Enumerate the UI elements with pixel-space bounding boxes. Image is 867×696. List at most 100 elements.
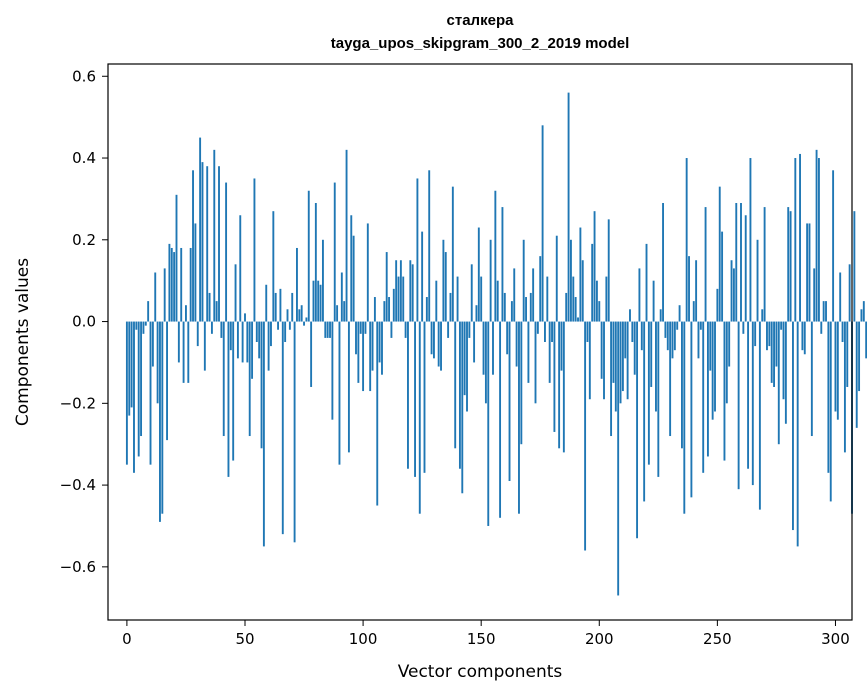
bar xyxy=(208,292,211,322)
bar xyxy=(676,321,679,330)
bar xyxy=(300,305,303,322)
bar xyxy=(414,321,416,477)
bar xyxy=(605,276,608,322)
bar xyxy=(418,321,421,514)
bar xyxy=(593,211,596,322)
bar xyxy=(470,264,473,322)
bar xyxy=(862,301,865,322)
bar xyxy=(350,215,353,322)
bar xyxy=(484,321,487,404)
bar xyxy=(288,321,291,330)
bar xyxy=(140,321,143,437)
bar xyxy=(544,321,546,342)
bar xyxy=(499,321,502,518)
bar xyxy=(647,321,650,465)
bar xyxy=(558,321,561,449)
bar xyxy=(527,321,530,383)
bar xyxy=(536,321,539,334)
bar xyxy=(638,268,641,322)
bar xyxy=(591,243,594,322)
bar xyxy=(553,321,556,432)
bar xyxy=(307,190,310,322)
bar xyxy=(159,321,161,522)
bar xyxy=(699,321,702,330)
bar xyxy=(404,321,407,338)
bar xyxy=(546,276,549,322)
bar xyxy=(572,276,575,322)
bar xyxy=(747,321,750,469)
bar xyxy=(369,321,372,392)
bar xyxy=(338,321,341,465)
bar xyxy=(709,321,712,371)
bar xyxy=(522,239,525,322)
bar xyxy=(820,321,823,334)
bar xyxy=(846,321,849,387)
bar xyxy=(624,321,627,359)
bar xyxy=(697,321,700,359)
bar xyxy=(142,321,145,334)
bar xyxy=(494,190,497,322)
bar xyxy=(768,321,771,347)
bar xyxy=(222,321,225,437)
bar xyxy=(688,256,690,322)
y-tick-label: 0.6 xyxy=(72,67,96,85)
bar xyxy=(461,321,464,494)
bar xyxy=(196,321,199,347)
bar xyxy=(411,264,414,322)
bar xyxy=(513,268,516,322)
bar xyxy=(839,272,842,322)
bar xyxy=(652,280,655,322)
x-tick-label: 200 xyxy=(585,630,614,648)
bar xyxy=(751,321,754,486)
y-tick-label: 0.0 xyxy=(72,313,96,331)
bar xyxy=(272,211,275,322)
bar xyxy=(144,321,147,326)
bar xyxy=(784,321,787,424)
bar xyxy=(525,297,527,322)
bar xyxy=(319,284,322,322)
bar xyxy=(581,260,584,322)
bar xyxy=(766,321,768,351)
bar xyxy=(220,321,223,338)
bar xyxy=(579,227,582,322)
bar xyxy=(725,321,728,404)
bar xyxy=(284,321,287,342)
bar xyxy=(277,321,279,330)
bar xyxy=(442,239,445,322)
bar xyxy=(151,321,154,367)
bar xyxy=(612,321,615,383)
bar xyxy=(128,321,131,416)
bar xyxy=(562,321,565,453)
bar xyxy=(364,321,367,334)
bar xyxy=(588,321,591,400)
bar xyxy=(742,321,745,334)
bar xyxy=(423,321,426,473)
bar xyxy=(345,149,348,322)
bar xyxy=(366,223,369,322)
bar xyxy=(671,321,674,359)
bar xyxy=(813,268,816,322)
y-axis-label: Components values xyxy=(13,258,33,426)
bar xyxy=(621,321,624,392)
bar xyxy=(773,321,775,387)
bar xyxy=(291,292,294,322)
bar xyxy=(678,305,681,322)
bar xyxy=(664,321,667,338)
bar xyxy=(855,321,858,428)
bar xyxy=(617,321,620,596)
bar xyxy=(430,321,433,355)
bar xyxy=(702,321,705,473)
bar xyxy=(706,321,709,457)
bar xyxy=(631,321,634,342)
bar xyxy=(669,321,672,437)
bar xyxy=(822,301,825,322)
bar xyxy=(475,305,478,322)
bar xyxy=(355,321,357,355)
bar xyxy=(685,158,688,322)
x-axis-label: Vector components xyxy=(398,662,563,682)
bar xyxy=(692,301,695,322)
bar xyxy=(548,321,551,383)
bar xyxy=(241,321,244,363)
bar xyxy=(236,321,239,359)
bar xyxy=(468,321,471,338)
